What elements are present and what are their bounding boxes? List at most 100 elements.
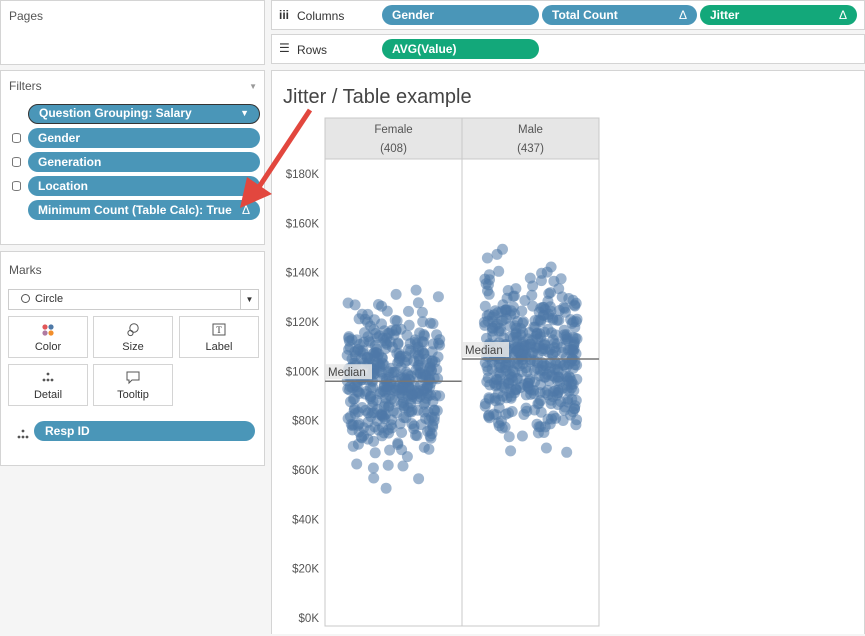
mark-type-select[interactable]: Circle ▼ (8, 289, 259, 310)
data-point (431, 329, 443, 341)
pane-header (461, 117, 600, 160)
data-point (542, 295, 554, 307)
data-point (418, 406, 430, 418)
data-point (491, 248, 503, 260)
y-tick-label: $40K (292, 514, 319, 526)
median-label: Median (328, 367, 366, 379)
columns-shelf[interactable]: iii Columns Gender Total Count Δ Jitter Δ (271, 0, 865, 30)
data-point (535, 275, 547, 287)
data-point (396, 444, 408, 456)
data-point (558, 324, 570, 336)
data-point (505, 309, 517, 321)
pane-female: Female (408) Median (324, 117, 463, 627)
rows-pill-avg-value[interactable]: AVG(Value) (382, 39, 539, 59)
y-tick-label: $140K (286, 268, 320, 280)
mark-type-label: Circle (35, 293, 64, 305)
data-point (409, 347, 421, 359)
data-point (483, 269, 495, 281)
filter-gender[interactable]: Gender (28, 128, 260, 148)
annotation-arrow (240, 108, 313, 208)
data-point (544, 344, 556, 356)
data-point (481, 252, 493, 264)
jitter-chart: $180K $160K $140K $120K $100K $80K $60K $40K $20… (286, 117, 600, 627)
data-point (510, 384, 521, 396)
data-point (349, 393, 360, 405)
color-button[interactable]: Color (8, 316, 88, 358)
y-tick-label: $120K (286, 317, 320, 329)
data-point (413, 473, 425, 485)
data-point (349, 299, 361, 311)
data-point (383, 400, 395, 412)
data-point (392, 338, 404, 350)
data-point (500, 365, 512, 376)
median-label-bg (463, 342, 509, 357)
y-tick-label: $20K (292, 564, 319, 576)
data-point (417, 316, 429, 328)
view-title: Jitter / Table example (283, 86, 472, 108)
data-point (567, 331, 579, 343)
data-point (379, 413, 391, 425)
chart-panes: Female (408) Median Male (437) Median (324, 117, 600, 627)
data-point (559, 302, 571, 314)
data-point (526, 289, 538, 301)
data-point (349, 408, 361, 420)
data-point (353, 313, 365, 325)
chevron-down-icon[interactable]: ▼ (249, 82, 257, 91)
filter-minimum-count[interactable]: Minimum Count (Table Calc): True Δ (28, 200, 260, 220)
delta-icon: Δ (678, 8, 687, 22)
y-tick-label: $60K (292, 465, 319, 477)
data-point (547, 334, 559, 346)
tooltip-button[interactable]: Tooltip (93, 364, 173, 406)
data-point (412, 385, 424, 397)
data-point (549, 384, 561, 396)
data-point (369, 447, 381, 459)
pane-header-count: (437) (517, 143, 544, 155)
data-point (493, 402, 505, 414)
delta-icon: Δ (838, 8, 847, 22)
filter-generation[interactable]: Generation (28, 152, 260, 172)
median-label-bg (326, 364, 372, 380)
label-button[interactable]: T Label (179, 316, 259, 358)
label-icon: T (180, 323, 258, 340)
data-point (358, 422, 370, 434)
tooltip-icon (94, 371, 172, 388)
y-tick-label: $100K (286, 366, 320, 378)
data-point (373, 299, 384, 310)
data-point (384, 444, 396, 456)
database-icon (12, 133, 21, 143)
data-point (401, 376, 413, 388)
data-point (431, 405, 443, 417)
data-point (555, 273, 567, 285)
rows-shelf[interactable]: ☰ Rows AVG(Value) (271, 34, 865, 64)
data-point (373, 348, 385, 360)
data-point (556, 291, 568, 303)
data-point (374, 330, 385, 342)
detail-button[interactable]: Detail (8, 364, 88, 406)
columns-pill-total-count[interactable]: Total Count Δ (542, 5, 697, 25)
columns-pill-gender[interactable]: Gender (382, 5, 539, 25)
data-point (343, 343, 355, 355)
data-point (376, 318, 387, 330)
size-button[interactable]: Size (93, 316, 173, 358)
data-point (479, 400, 491, 412)
filter-location[interactable]: Location (28, 176, 260, 196)
rows-icon: ☰ (279, 41, 290, 55)
data-point (516, 305, 528, 317)
data-point (420, 392, 432, 404)
filter-question-grouping[interactable]: Question Grouping: Salary ▼ (28, 104, 260, 124)
columns-pill-jitter[interactable]: Jitter Δ (700, 5, 857, 25)
data-point (512, 373, 524, 385)
data-point (492, 307, 504, 319)
data-point (402, 402, 414, 414)
data-point (540, 442, 552, 454)
data-point (403, 319, 415, 331)
data-point (551, 314, 563, 326)
pane-male: Male (437) Median (461, 117, 600, 627)
color-icon (9, 323, 87, 340)
data-point (412, 297, 424, 309)
y-axis: $180K $160K $140K $120K $100K $80K $60K $40K $20… (286, 169, 320, 625)
data-point (426, 364, 437, 376)
detail-pill-resp-id[interactable]: Resp ID (34, 421, 255, 441)
data-point (571, 414, 583, 426)
data-point (501, 292, 513, 304)
